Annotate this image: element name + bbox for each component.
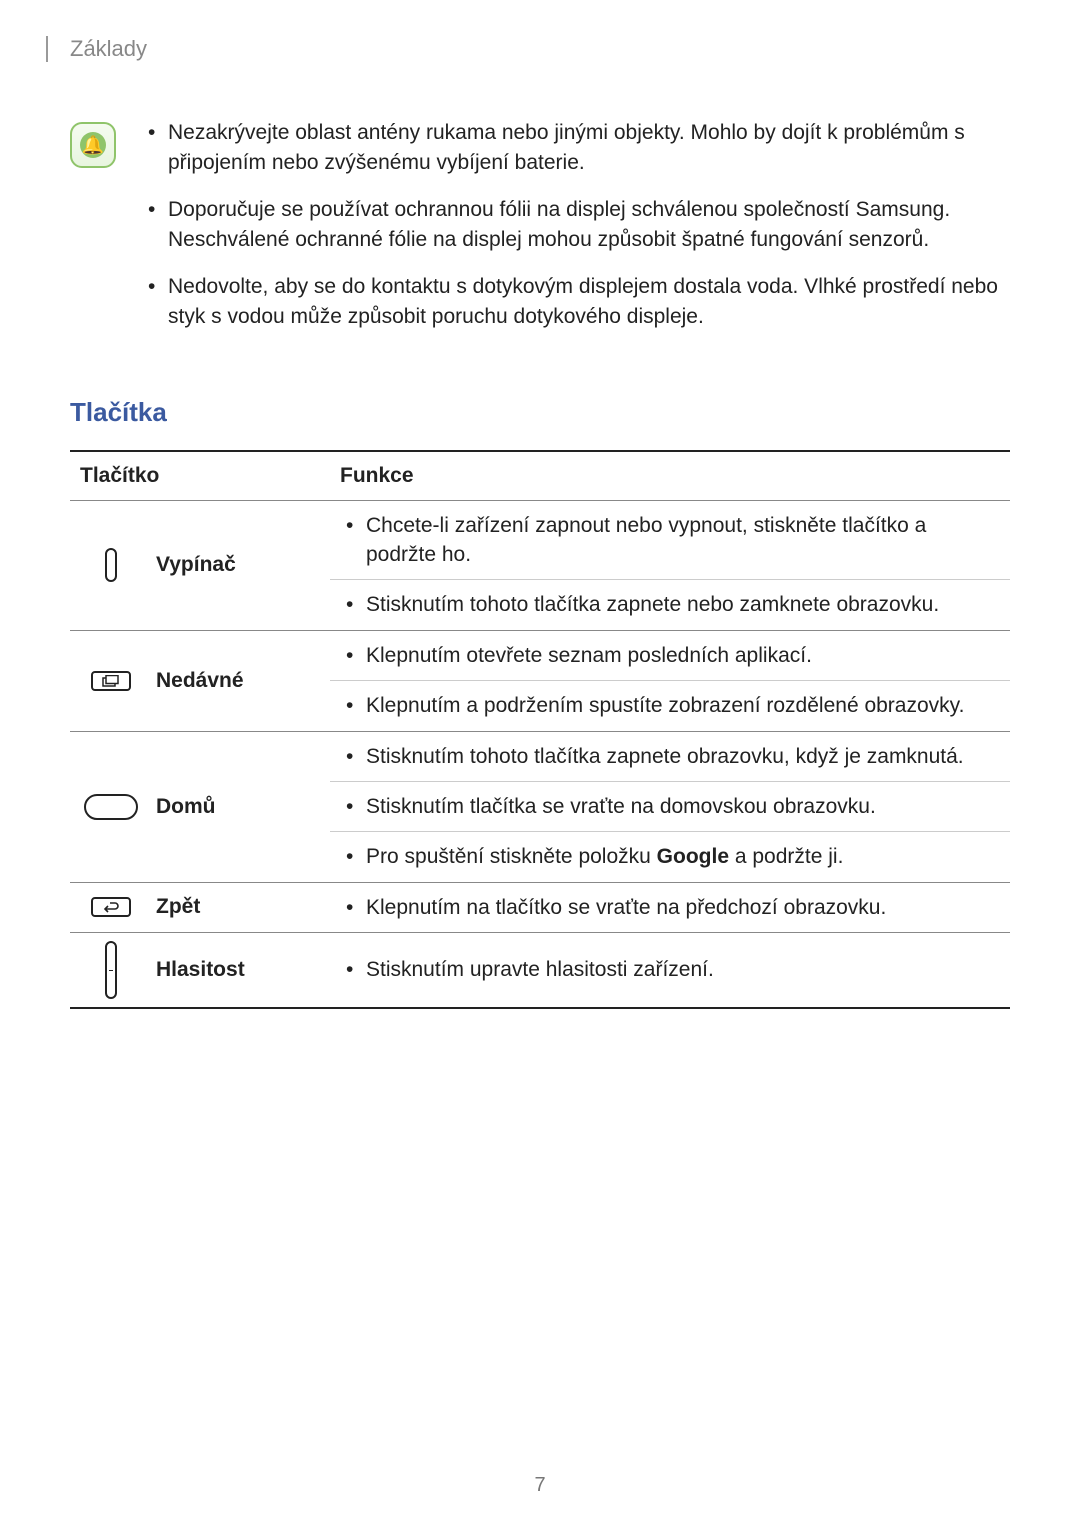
home-icon xyxy=(84,794,138,820)
table-header-button: Tlačítko xyxy=(70,451,330,501)
note-item: Doporučuje se používat ochrannou fólii n… xyxy=(142,195,1010,256)
recent-icon xyxy=(84,671,138,691)
header: Základy xyxy=(46,36,1010,62)
button-label: Zpět xyxy=(156,895,200,919)
power-icon xyxy=(84,548,138,582)
volume-icon xyxy=(84,941,138,999)
table-header-function: Funkce xyxy=(330,451,1010,501)
function-item: Chcete-li zařízení zapnout nebo vypnout,… xyxy=(330,501,1010,580)
button-label: Hlasitost xyxy=(156,958,245,982)
function-item: Klepnutím a podržením spustíte zobrazení… xyxy=(330,680,1010,730)
buttons-table: Tlačítko Funkce Vypínač Chcete-li zaříze… xyxy=(70,450,1010,1010)
button-label: Nedávné xyxy=(156,669,244,693)
page-number: 7 xyxy=(0,1474,1080,1497)
function-item: Stisknutím tlačítka se vraťte na domovsk… xyxy=(330,781,1010,831)
note-item: Nezakrývejte oblast antény rukama nebo j… xyxy=(142,118,1010,179)
section-title: Tlačítka xyxy=(70,397,1010,428)
function-item: Klepnutím otevřete seznam posledních apl… xyxy=(330,631,1010,680)
table-row: Zpět Klepnutím na tlačítko se vraťte na … xyxy=(70,882,1010,932)
button-label: Vypínač xyxy=(156,553,236,577)
note-list: Nezakrývejte oblast antény rukama nebo j… xyxy=(142,118,1010,349)
back-icon xyxy=(84,897,138,917)
function-item: Klepnutím na tlačítko se vraťte na předc… xyxy=(330,883,1010,932)
table-row: Vypínač Chcete-li zařízení zapnout nebo … xyxy=(70,500,1010,630)
note-item: Nedovolte, aby se do kontaktu s dotykový… xyxy=(142,272,1010,333)
note-callout: 🔔 Nezakrývejte oblast antény rukama nebo… xyxy=(70,118,1010,349)
function-item: Stisknutím tohoto tlačítka zapnete nebo … xyxy=(330,579,1010,629)
note-icon: 🔔 xyxy=(70,122,116,168)
function-item: Stisknutím tohoto tlačítka zapnete obraz… xyxy=(330,732,1010,781)
table-row: Nedávné Klepnutím otevřete seznam posled… xyxy=(70,630,1010,731)
breadcrumb: Základy xyxy=(70,36,147,61)
button-label: Domů xyxy=(156,795,216,819)
table-row: Hlasitost Stisknutím upravte hlasitosti … xyxy=(70,933,1010,1009)
function-item: Stisknutím upravte hlasitosti zařízení. xyxy=(330,945,1010,994)
table-row: Domů Stisknutím tohoto tlačítka zapnete … xyxy=(70,731,1010,882)
function-item: Pro spuštění stiskněte položku Google a … xyxy=(330,831,1010,881)
